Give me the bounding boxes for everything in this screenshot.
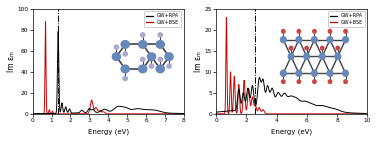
X-axis label: Energy (eV): Energy (eV) bbox=[271, 129, 312, 135]
Y-axis label: Im εₘ: Im εₘ bbox=[194, 51, 203, 72]
Y-axis label: Im εₘ: Im εₘ bbox=[7, 51, 16, 72]
X-axis label: Energy (eV): Energy (eV) bbox=[88, 129, 129, 135]
Legend: GW+RPA, GW+BSE: GW+RPA, GW+BSE bbox=[328, 11, 365, 27]
Legend: GW+RPA, GW+BSE: GW+RPA, GW+BSE bbox=[144, 11, 181, 27]
